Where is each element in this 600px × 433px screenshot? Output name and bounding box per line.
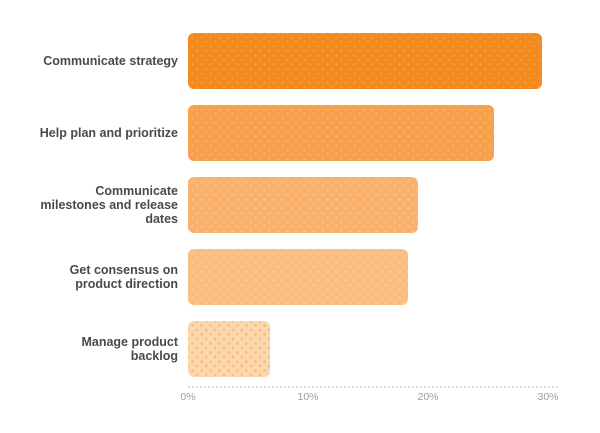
x-tick-label: 20% [417,391,439,403]
x-axis-line [188,386,558,388]
bar-5 [188,321,270,377]
bar-2 [188,105,494,161]
category-label: Communicate strategy [43,53,178,68]
bar-rows: Communicate strategy Help plan and priori… [20,33,562,393]
bar-row: Manage product backlog [20,321,562,377]
bar-track [188,33,562,89]
bar-4 [188,249,408,305]
category-label: Get consensus on product direction [69,262,178,291]
category-label: Communicate milestones and release dates [40,183,178,227]
category-label: Help plan and prioritize [39,125,178,140]
bar-row: Get consensus on product direction [20,249,562,305]
x-tick-label: 10% [297,391,319,403]
bar-track [188,321,562,377]
x-tick-label: 0% [180,391,196,403]
bar-track [188,177,562,233]
bar-3 [188,177,419,233]
x-tick-label: 30% [537,391,559,403]
bar-row: Communicate milestones and release dates [20,177,562,233]
x-axis-ticks: 0% 10% 20% 30% [180,391,559,405]
bar-row: Help plan and prioritize [20,105,562,161]
bar-row: Communicate strategy [20,33,562,89]
bar-track [188,105,562,161]
category-label: Manage product backlog [81,334,178,363]
bar-1 [188,33,542,89]
bar-track [188,249,562,305]
